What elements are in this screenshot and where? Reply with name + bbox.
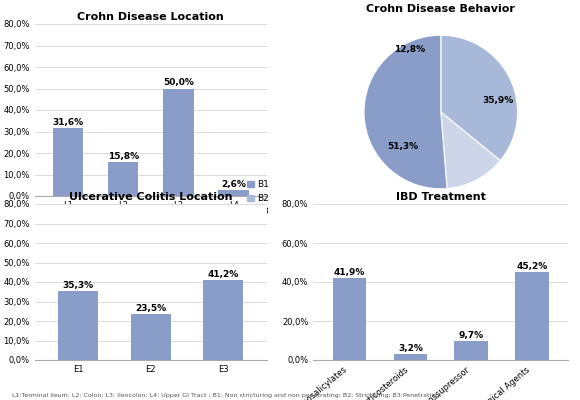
- Bar: [53, 128, 83, 196]
- Text: 15,8%: 15,8%: [108, 152, 139, 161]
- Wedge shape: [441, 35, 517, 160]
- Text: 35,9%: 35,9%: [483, 96, 514, 105]
- Text: L1:Terminal ileum; L2: Colon; L3: Ileocolon; L4: Upper GI Tract ; B1: Non strict: L1:Terminal ileum; L2: Colon; L3: Ileoco…: [12, 393, 441, 398]
- Title: Crohn Disease Behavior: Crohn Disease Behavior: [367, 4, 515, 14]
- Text: 45,2%: 45,2%: [516, 262, 548, 271]
- Bar: [219, 190, 249, 196]
- Text: 41,9%: 41,9%: [334, 268, 365, 277]
- Wedge shape: [364, 35, 447, 189]
- Legend: B1, B2, B3: B1, B2, B3: [244, 177, 273, 220]
- Bar: [131, 314, 171, 360]
- Text: 35,3%: 35,3%: [63, 281, 94, 290]
- Bar: [394, 354, 427, 360]
- Bar: [455, 341, 488, 360]
- Bar: [163, 88, 194, 196]
- Text: 3,2%: 3,2%: [398, 344, 423, 353]
- Bar: [515, 272, 549, 360]
- Text: 23,5%: 23,5%: [135, 304, 166, 313]
- Bar: [204, 280, 243, 360]
- Bar: [333, 278, 367, 360]
- Text: 12,8%: 12,8%: [394, 44, 426, 54]
- Text: 50,0%: 50,0%: [163, 78, 194, 88]
- Wedge shape: [441, 112, 501, 188]
- Bar: [108, 162, 139, 196]
- Text: 41,2%: 41,2%: [208, 270, 239, 279]
- Text: 2,6%: 2,6%: [221, 180, 246, 189]
- Text: 51,3%: 51,3%: [387, 142, 418, 151]
- Title: IBD Treatment: IBD Treatment: [396, 192, 485, 202]
- Text: 9,7%: 9,7%: [459, 331, 484, 340]
- Title: Ulcerative Colitis Location: Ulcerative Colitis Location: [69, 192, 233, 202]
- Bar: [59, 291, 98, 360]
- Title: Crohn Disease Location: Crohn Disease Location: [77, 12, 224, 22]
- Text: 31,6%: 31,6%: [52, 118, 84, 127]
